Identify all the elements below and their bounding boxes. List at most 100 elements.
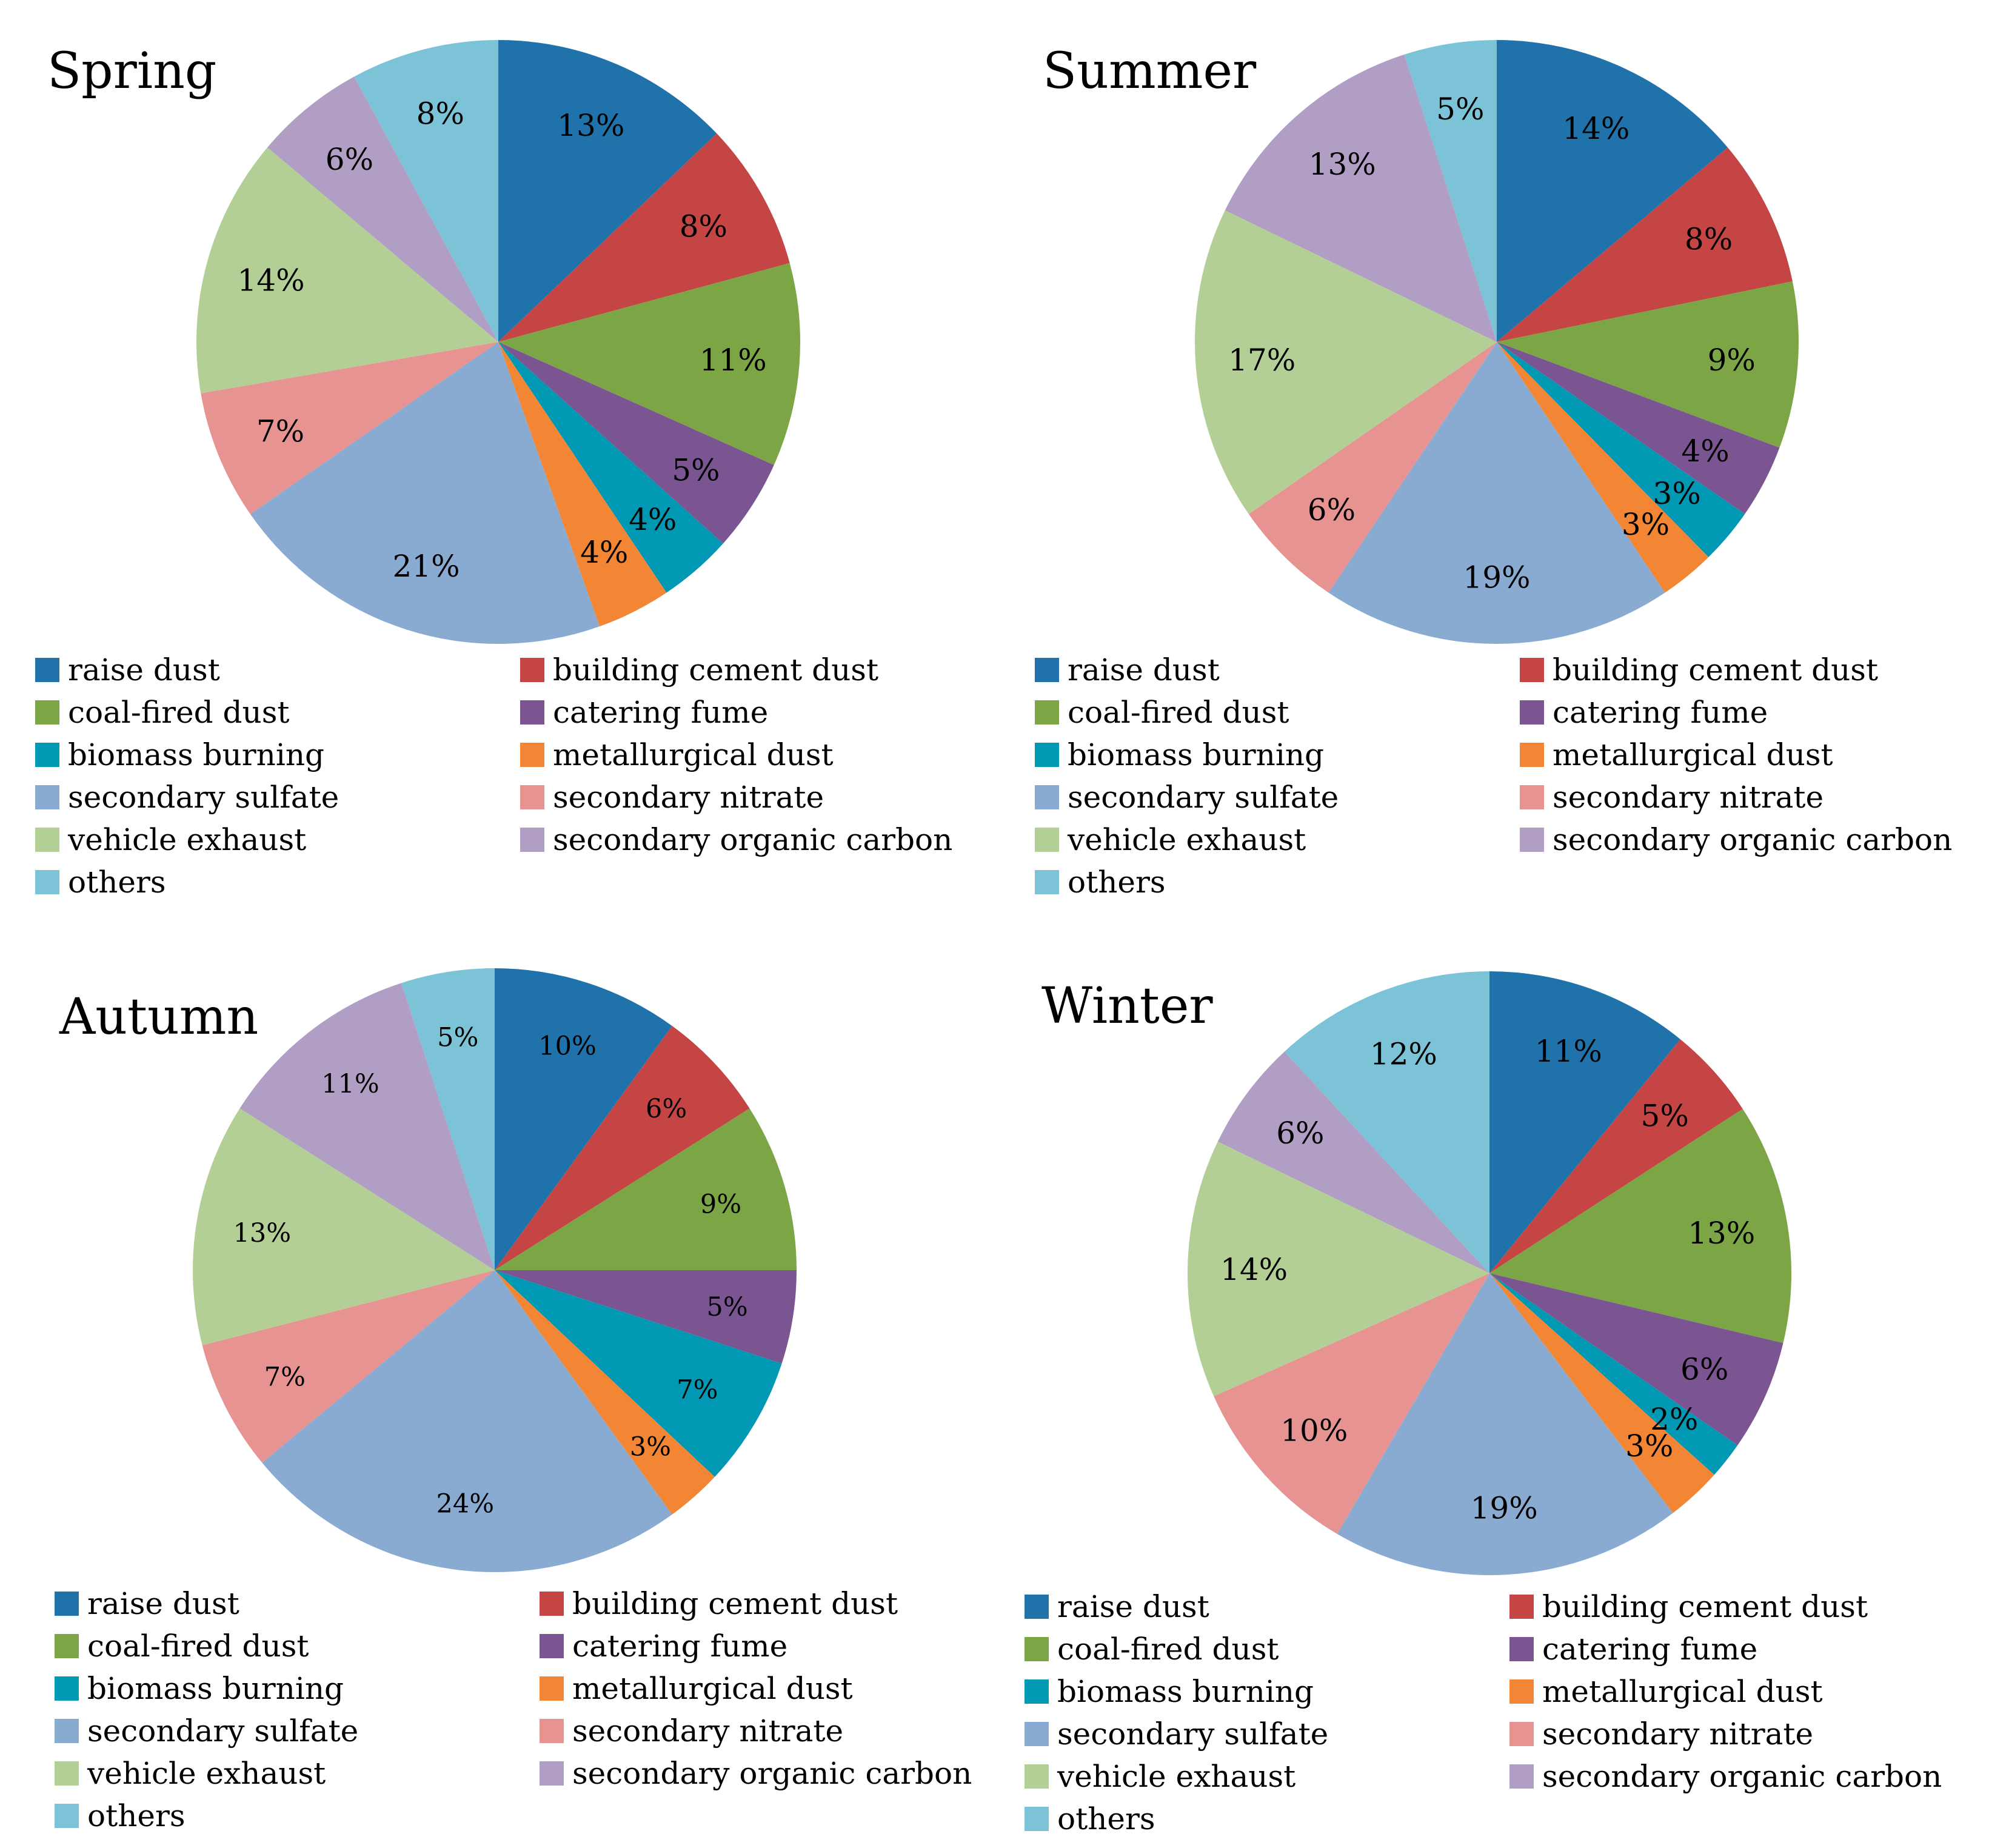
legend-label: coal-fired dust	[87, 1629, 309, 1664]
slice-label-vehicle-exhaust: 14%	[237, 263, 304, 298]
slice-metallurgical-dust	[498, 342, 667, 627]
slice-coal-fired-dust	[498, 263, 800, 466]
slice-label-secondary-sulfate: 19%	[1463, 560, 1530, 595]
slice-biomass-burning	[495, 1270, 782, 1477]
slice-building-cement-dust	[498, 133, 790, 342]
slice-label-metallurgical-dust: 3%	[630, 1431, 671, 1462]
legend-item-metallurgical-dust: metallurgical dust	[1520, 735, 1989, 775]
legend-item-building-cement-dust: building cement dust	[1509, 1587, 1989, 1627]
slice-coal-fired-dust	[1497, 281, 1799, 448]
slice-label-others: 12%	[1370, 1036, 1437, 1071]
legend-swatch	[35, 828, 59, 852]
slice-raise-dust	[495, 968, 672, 1270]
pie-chart: 14% 8% 9% 4% 3%3% 19% 6% 17% 13% 5%	[1194, 40, 1799, 644]
legend-label: biomass burning	[68, 737, 325, 772]
slice-label-metallurgical-dust: 3%	[1622, 507, 1670, 542]
legend-item-secondary-organic-carbon: secondary organic carbon	[1509, 1756, 1989, 1796]
legend-label: raise dust	[1057, 1589, 1209, 1624]
legend-label: raise dust	[1068, 652, 1220, 688]
legend-item-catering-fume: catering fume	[520, 692, 1017, 732]
legend-swatch	[1035, 828, 1059, 852]
legend-label: secondary organic carbon	[572, 1756, 972, 1791]
legend-item-secondary-organic-carbon: secondary organic carbon	[520, 820, 1017, 860]
slice-coal-fired-dust	[1489, 1108, 1792, 1344]
legend-label: secondary organic carbon	[553, 822, 953, 857]
legend-label: vehicle exhaust	[68, 822, 307, 857]
slice-raise-dust	[498, 40, 717, 342]
slice-raise-dust	[1489, 971, 1680, 1273]
slice-label-biomass-burning: 3%	[1653, 476, 1700, 511]
legend-item-coal-fired-dust: coal-fired dust	[55, 1626, 540, 1666]
slice-label-vehicle-exhaust: 13%	[233, 1218, 292, 1248]
legend-item-secondary-nitrate: secondary nitrate	[540, 1711, 1037, 1751]
legend-swatch	[1035, 743, 1059, 767]
slice-building-cement-dust	[1489, 1039, 1743, 1273]
legend-swatch	[1035, 658, 1059, 682]
slice-label-raise-dust: 11%	[1535, 1034, 1602, 1069]
slice-secondary-sulfate	[262, 1270, 672, 1572]
legend-item-metallurgical-dust: metallurgical dust	[540, 1669, 1037, 1709]
legend-item-secondary-organic-carbon: secondary organic carbon	[1520, 820, 1989, 860]
legend-item-others: others	[1035, 862, 1520, 902]
slice-secondary-sulfate	[250, 342, 600, 644]
legend-swatch	[1509, 1595, 1534, 1619]
legend-item-secondary-sulfate: secondary sulfate	[1025, 1714, 1509, 1754]
slice-label-building-cement-dust: 5%	[1641, 1099, 1689, 1134]
slice-label-raise-dust: 10%	[538, 1031, 597, 1062]
slice-label-secondary-nitrate: 6%	[1308, 492, 1356, 527]
legend-label: metallurgical dust	[572, 1671, 853, 1706]
legend-item-biomass-burning: biomass burning	[1025, 1672, 1509, 1712]
slice-label-secondary-organic-carbon: 11%	[321, 1069, 379, 1099]
legend-label: secondary organic carbon	[1553, 822, 1953, 857]
legend-swatch	[35, 700, 59, 725]
pie-chart: 13% 8% 11% 5% 4%4% 21% 7% 14% 6% 8%	[196, 40, 800, 644]
legend-label: raise dust	[68, 652, 220, 688]
legend-label: vehicle exhaust	[1068, 822, 1306, 857]
slice-secondary-sulfate	[1337, 1273, 1673, 1575]
slice-vehicle-exhaust	[1188, 1141, 1489, 1397]
slice-vehicle-exhaust	[192, 1108, 495, 1345]
legend-label: coal-fired dust	[1057, 1632, 1279, 1667]
legend-label: secondary nitrate	[1542, 1716, 1814, 1752]
legend-swatch	[1025, 1637, 1049, 1661]
legend-label: catering fume	[1553, 695, 1768, 730]
slice-label-secondary-sulfate: 21%	[393, 549, 460, 584]
legend-item-secondary-nitrate: secondary nitrate	[520, 777, 1017, 817]
legend-swatch	[1509, 1722, 1534, 1746]
legend-item-biomass-burning: biomass burning	[55, 1669, 540, 1709]
slice-label-biomass-burning: 2%	[1650, 1402, 1698, 1437]
legend-item-raise-dust: raise dust	[1025, 1587, 1509, 1627]
slice-vehicle-exhaust	[196, 147, 498, 393]
legend-swatch	[35, 658, 59, 682]
slice-metallurgical-dust	[1497, 342, 1709, 593]
legend-swatch	[1509, 1764, 1534, 1789]
slice-metallurgical-dust	[495, 1270, 715, 1515]
slice-label-catering-fume: 5%	[672, 452, 720, 487]
slice-label-raise-dust: 14%	[1562, 111, 1630, 146]
legend-swatch	[520, 828, 544, 852]
slice-catering-fume	[1489, 1273, 1783, 1445]
legend-item-biomass-burning: biomass burning	[35, 735, 520, 775]
legend-item-secondary-organic-carbon: secondary organic carbon	[540, 1753, 1037, 1793]
slice-catering-fume	[1497, 342, 1780, 514]
slice-label-metallurgical-dust: 4%	[580, 535, 628, 570]
slice-label-catering-fume: 4%	[1681, 434, 1729, 469]
legend-item-secondary-sulfate: secondary sulfate	[35, 777, 520, 817]
legend-swatch	[1025, 1679, 1049, 1704]
legend-swatch	[55, 1634, 79, 1658]
legend-item-catering-fume: catering fume	[1520, 692, 1989, 732]
legend-item-vehicle-exhaust: vehicle exhaust	[35, 820, 520, 860]
legend-item-coal-fired-dust: coal-fired dust	[1025, 1629, 1509, 1669]
legend-item-secondary-nitrate: secondary nitrate	[1520, 777, 1989, 817]
legend-label: others	[87, 1798, 186, 1833]
slice-label-catering-fume: 6%	[1680, 1351, 1728, 1387]
legend-label: metallurgical dust	[1553, 737, 1833, 772]
slice-vehicle-exhaust	[1194, 210, 1497, 514]
legend-label: others	[1057, 1801, 1155, 1836]
legend-swatch	[520, 658, 544, 682]
legend-label: catering fume	[553, 695, 769, 730]
slice-others	[401, 968, 495, 1270]
legend-swatch	[1509, 1637, 1534, 1661]
chart-title: Spring	[47, 42, 217, 100]
slice-label-vehicle-exhaust: 17%	[1228, 343, 1295, 378]
